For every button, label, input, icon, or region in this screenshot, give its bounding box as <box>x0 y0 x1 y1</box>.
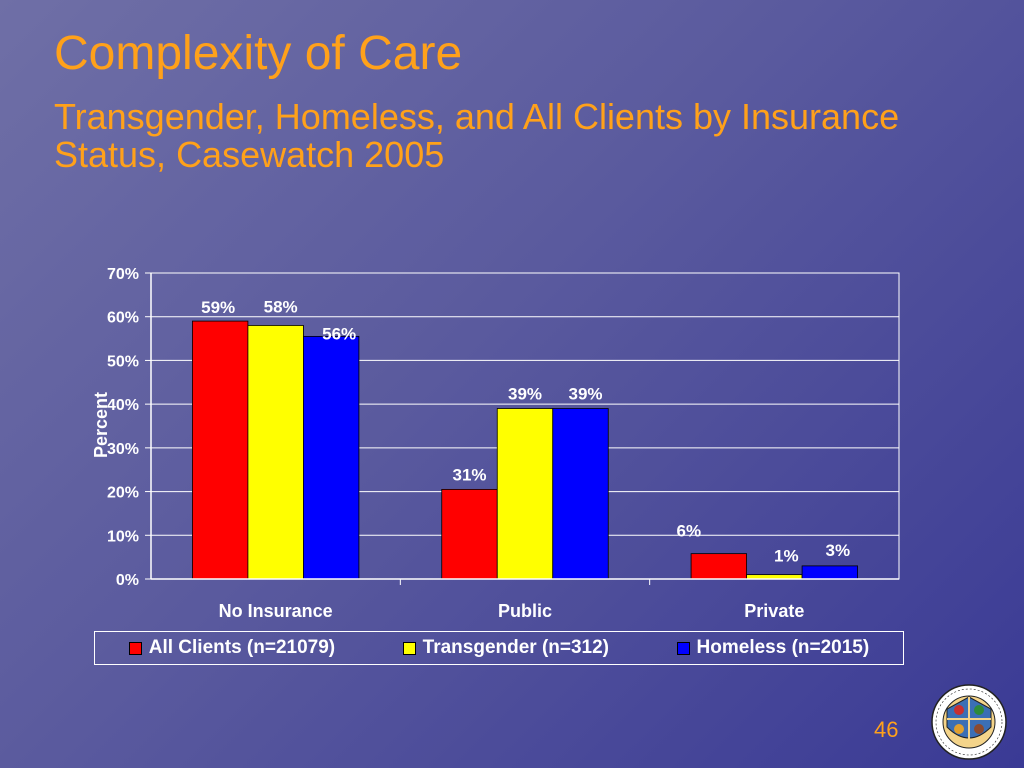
data-label: 31% <box>452 465 486 484</box>
data-label: 56% <box>322 324 356 343</box>
y-tick-label: 30% <box>107 441 139 458</box>
y-tick-label: 60% <box>107 310 139 327</box>
bar <box>801 565 858 580</box>
y-tick-label: 50% <box>107 353 139 370</box>
data-label: 59% <box>201 298 235 317</box>
legend-swatch <box>676 641 690 655</box>
legend-item-transgender: Transgender (n=312) <box>402 637 610 659</box>
bar-chart: 59% 58% 56% 31% 39% 39% 6% 1% 3% 0% 10% 20% 30% 40% 5… <box>91 266 899 621</box>
y-tick-label: 10% <box>107 528 139 545</box>
bar <box>690 553 747 580</box>
slide-subtitle: Transgender, Homeless, and All Clients b… <box>54 96 900 175</box>
slide-title: Complexity of Care <box>54 27 463 80</box>
y-tick-label: 70% <box>107 266 139 283</box>
legend-label: All Clients (n=21079) <box>148 637 336 658</box>
data-labels: 59% 58% 56% 31% 39% 39% 6% 1% 3% <box>201 297 850 565</box>
legend-item-homeless: Homeless (n=2015) <box>676 637 870 659</box>
bars <box>192 320 858 580</box>
data-label: 3% <box>826 541 851 560</box>
x-category-label: Public <box>498 601 552 621</box>
bar <box>496 408 554 580</box>
x-category-label: Private <box>744 601 804 621</box>
legend-label: Homeless (n=2015) <box>696 637 870 658</box>
bar <box>441 488 498 580</box>
y-axis-label: Percent <box>91 392 111 458</box>
page-number: 46 <box>874 717 899 742</box>
bar <box>552 408 609 580</box>
data-label: 39% <box>568 385 602 404</box>
y-tick-label: 40% <box>107 397 139 414</box>
chart-legend: All Clients (n=21079) Transgender (n=312… <box>94 631 904 665</box>
bar <box>192 320 249 580</box>
data-label: 39% <box>508 385 542 404</box>
y-tick-label: 20% <box>107 485 139 502</box>
legend-swatch <box>402 641 416 655</box>
data-label: 1% <box>774 547 799 566</box>
data-label: 6% <box>677 522 702 541</box>
legend-swatch <box>128 641 142 655</box>
bar <box>303 335 360 580</box>
data-label: 58% <box>264 297 298 316</box>
axes: 0% 10% 20% 30% 40% 50% 60% 70% No Insurance Publi… <box>107 266 899 621</box>
county-seal-logo <box>931 684 1007 760</box>
legend-label: Transgender (n=312) <box>422 637 610 658</box>
bar <box>247 325 304 580</box>
x-category-label: No Insurance <box>219 601 333 621</box>
legend-item-all-clients: All Clients (n=21079) <box>128 637 336 659</box>
y-tick-label: 0% <box>116 572 139 589</box>
